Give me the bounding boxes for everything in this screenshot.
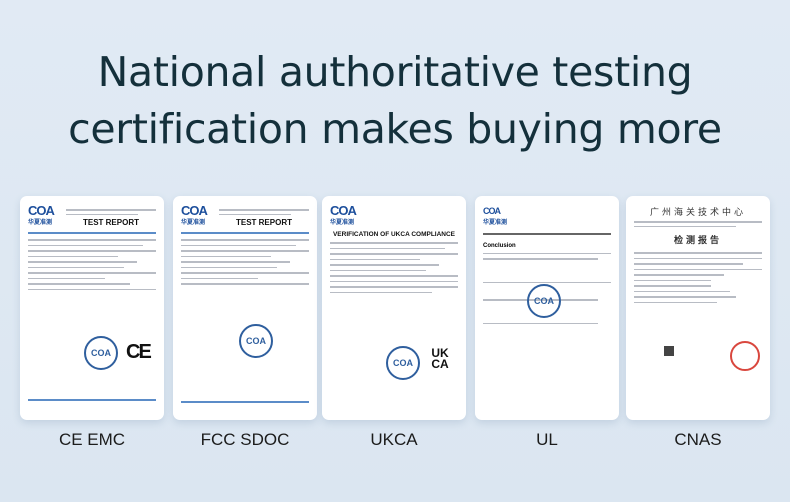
- certificate-ukca: COA 华夏准测 VERIFICATION OF UKCA COMPLIANCE …: [322, 196, 466, 420]
- coa-seal-icon: COA: [239, 324, 273, 358]
- coa-logo: COA 华夏准测: [28, 203, 55, 226]
- label-ce-emc: CE EMC: [58, 430, 126, 449]
- headline: National authoritative testing certifica…: [0, 44, 790, 158]
- label-ukca: UKCA: [370, 430, 418, 449]
- red-seal-icon: [730, 341, 760, 371]
- coa-seal-icon: COA: [386, 346, 420, 380]
- coa-logo: COA 华夏准测: [330, 203, 357, 226]
- coa-logo: COA 华夏准测: [483, 206, 508, 226]
- coa-seal-icon: COA: [527, 284, 561, 318]
- coa-seal-icon: COA: [84, 336, 118, 370]
- headline-line-1: National authoritative testing: [97, 48, 693, 96]
- qr-code-icon: [664, 346, 674, 356]
- certificate-fcc-sdoc: COA 华夏准测 TEST REPORT COA: [173, 196, 317, 420]
- ukca-mark: UK CA: [431, 346, 449, 371]
- label-ul: UL: [536, 430, 558, 449]
- document-title: Conclusion: [483, 242, 516, 249]
- label-fcc-sdoc: FCC SDOC: [200, 430, 290, 449]
- certificate-ce-emc: COA 华夏准测 TEST REPORT COA CE: [20, 196, 164, 420]
- certificate-cnas: 广州海关技术中心 检测报告: [626, 196, 770, 420]
- label-cnas: CNAS: [674, 430, 722, 449]
- document-title: TEST REPORT: [235, 218, 292, 227]
- document-title: 检测报告: [673, 235, 722, 245]
- ce-mark: CE: [126, 341, 152, 363]
- certificate-ul: COA 华夏准测 Conclusion COA: [475, 196, 619, 420]
- organization-name: 广州海关技术中心: [649, 207, 746, 217]
- document-title: VERIFICATION OF UKCA COMPLIANCE: [332, 231, 456, 238]
- headline-line-2: certification makes buying more: [68, 105, 722, 153]
- document-title: TEST REPORT: [82, 218, 139, 227]
- coa-logo: COA 华夏准测: [181, 203, 208, 226]
